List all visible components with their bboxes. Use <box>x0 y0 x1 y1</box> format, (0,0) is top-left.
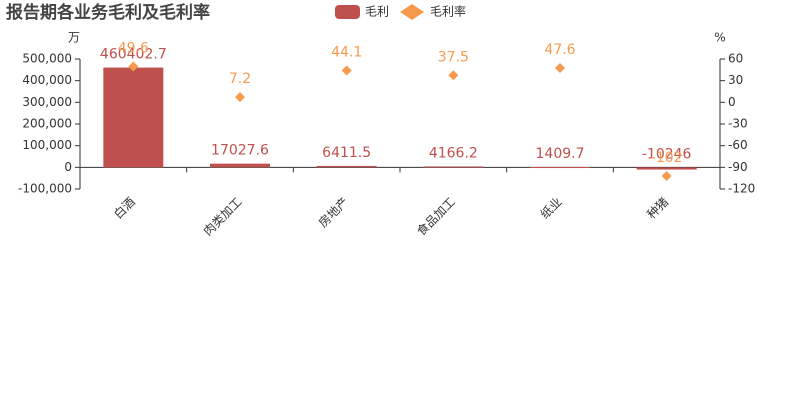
x-tick-label: 食品加工 <box>413 194 458 239</box>
rate-value-label: 47.6 <box>544 42 575 58</box>
y2-axis-label: % <box>714 31 725 45</box>
rate-value-label: 37.5 <box>438 49 469 65</box>
y2-tick-label: -90 <box>728 160 748 174</box>
rate-value-label: 44.1 <box>331 44 362 60</box>
rate-marker <box>661 171 672 181</box>
bar-value-label: 17027.6 <box>211 143 269 159</box>
bar <box>636 167 697 170</box>
x-tick-label: 纸业 <box>538 195 565 222</box>
bar-value-label: 1409.7 <box>536 146 585 162</box>
rate-marker <box>341 65 352 76</box>
y-tick-label: -100,000 <box>18 182 72 196</box>
bar-value-label: -10246 <box>642 146 692 162</box>
bar-value-label: 4166.2 <box>429 145 478 161</box>
y-tick-label: 400,000 <box>22 73 72 87</box>
y-tick-label: 300,000 <box>22 95 72 109</box>
legend-swatch <box>400 4 424 20</box>
rate-value-label: 49.6 <box>118 41 149 57</box>
bar <box>423 166 484 168</box>
legend-label: 毛利率 <box>430 4 466 19</box>
rate-marker <box>555 62 565 73</box>
x-tick-label: 肉类加工 <box>201 195 245 239</box>
rate-marker <box>448 70 459 81</box>
y2-tick-label: -60 <box>728 138 748 152</box>
rate-marker <box>235 92 245 103</box>
chart-title: 报告期各业务毛利及毛利率 <box>6 2 210 23</box>
y-tick-label: 500,000 <box>22 52 72 66</box>
x-tick-label: 种猪 <box>644 195 671 222</box>
rate-value-label: 7.2 <box>229 71 251 87</box>
legend-label: 毛利 <box>365 5 389 19</box>
y-tick-label: 100,000 <box>22 138 72 152</box>
y2-tick-label: 60 <box>728 52 743 66</box>
bar <box>530 167 590 169</box>
bar-value-label: 6411.5 <box>322 145 371 161</box>
bar <box>316 165 377 168</box>
y2-tick-label: 30 <box>728 73 743 87</box>
x-tick-label: 白酒 <box>110 194 138 222</box>
bar <box>103 67 164 168</box>
y-tick-label: 0 <box>64 160 72 174</box>
y2-tick-label: 0 <box>728 95 736 109</box>
y2-tick-label: -120 <box>728 182 755 196</box>
y-tick-label: 200,000 <box>22 117 72 131</box>
legend-swatch <box>335 5 360 19</box>
rate-marker <box>128 61 139 72</box>
bar-value-label: 460402.7 <box>100 47 167 63</box>
bar <box>210 163 270 168</box>
x-tick-label: 房地产 <box>315 194 351 230</box>
rate-value-label: -102 <box>651 150 683 166</box>
y2-tick-label: -30 <box>728 117 748 131</box>
y-axis-label: 万 <box>68 31 80 45</box>
